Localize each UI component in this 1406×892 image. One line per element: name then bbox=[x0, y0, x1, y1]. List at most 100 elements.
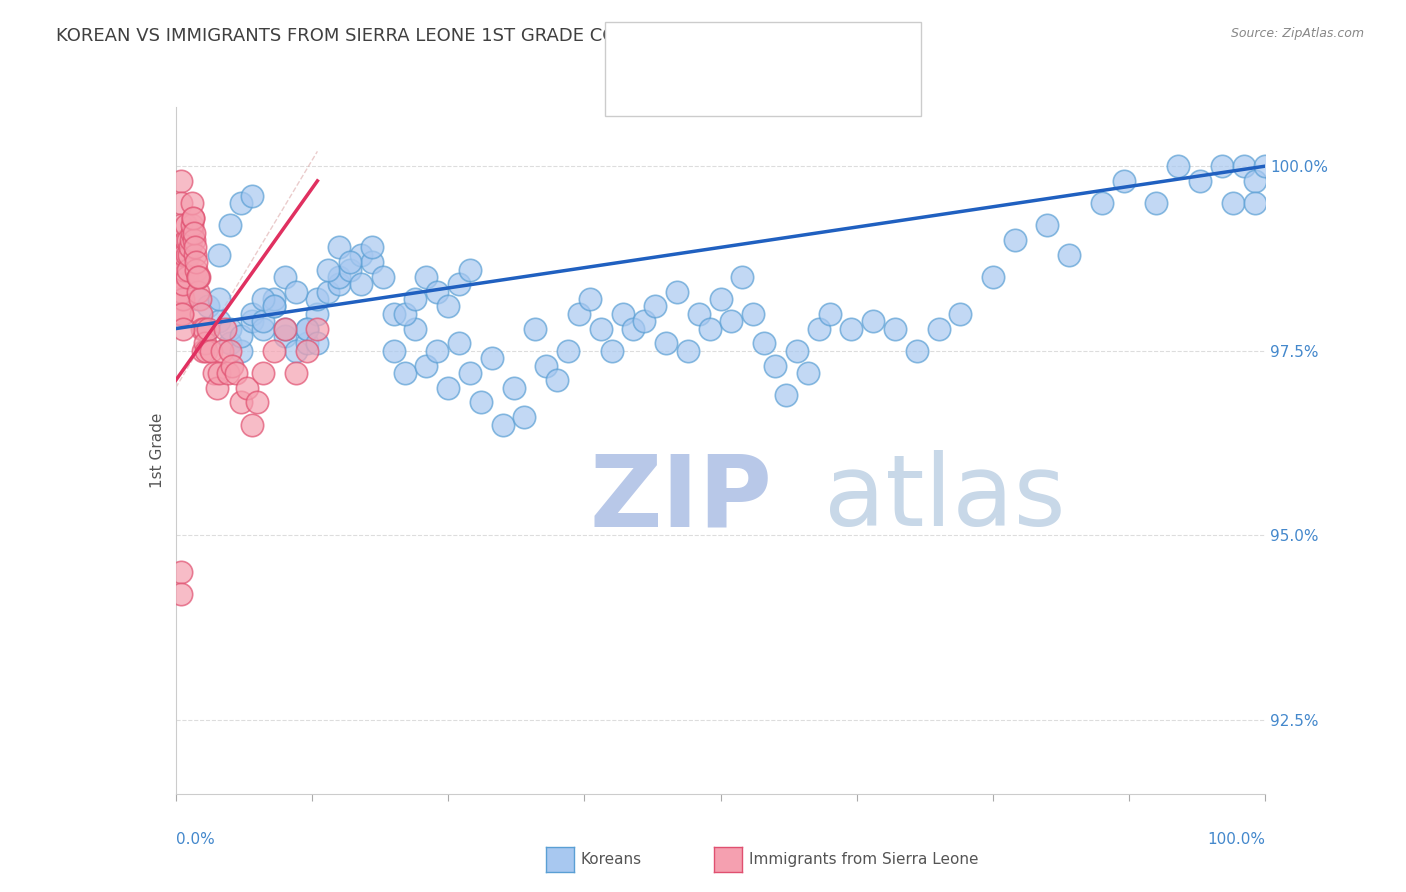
Point bbox=[263, 300, 285, 314]
Point bbox=[180, 233, 202, 247]
Point bbox=[219, 218, 242, 232]
Point bbox=[458, 366, 481, 380]
Text: atlas: atlas bbox=[824, 450, 1066, 547]
Point bbox=[179, 240, 201, 254]
Point bbox=[568, 307, 591, 321]
Point bbox=[437, 300, 460, 314]
Point bbox=[382, 343, 405, 358]
Point bbox=[818, 307, 841, 321]
Point bbox=[307, 307, 329, 321]
Point bbox=[246, 395, 269, 409]
Point bbox=[470, 395, 492, 409]
Point bbox=[1091, 196, 1114, 211]
Point bbox=[1189, 174, 1212, 188]
Point bbox=[177, 262, 200, 277]
Point bbox=[252, 366, 274, 380]
Point bbox=[188, 292, 211, 306]
Point bbox=[676, 343, 699, 358]
Point bbox=[173, 248, 195, 262]
Point bbox=[252, 314, 274, 328]
Point bbox=[447, 277, 470, 292]
Point bbox=[841, 321, 863, 335]
Point bbox=[447, 336, 470, 351]
Point bbox=[240, 314, 263, 328]
Point bbox=[184, 240, 207, 254]
Point bbox=[181, 226, 204, 240]
Point bbox=[221, 359, 243, 373]
Point bbox=[181, 211, 204, 225]
Point bbox=[274, 269, 297, 284]
Point bbox=[231, 329, 253, 343]
Point bbox=[170, 292, 193, 306]
Point bbox=[170, 196, 193, 211]
Point bbox=[481, 351, 503, 366]
Text: R =  0.170   N = 70: R = 0.170 N = 70 bbox=[662, 78, 838, 95]
Point bbox=[177, 233, 200, 247]
Point bbox=[426, 285, 449, 299]
Point bbox=[252, 321, 274, 335]
Point bbox=[174, 233, 197, 247]
Point bbox=[928, 321, 950, 335]
Point bbox=[263, 300, 285, 314]
Point bbox=[197, 300, 219, 314]
Point bbox=[263, 292, 285, 306]
Point bbox=[195, 343, 218, 358]
Point bbox=[211, 343, 233, 358]
Point bbox=[600, 343, 623, 358]
Point bbox=[183, 233, 205, 247]
Point bbox=[197, 321, 219, 335]
Point bbox=[173, 262, 195, 277]
Point bbox=[339, 262, 361, 277]
Point bbox=[318, 262, 340, 277]
Point bbox=[1144, 196, 1167, 211]
Point bbox=[284, 343, 307, 358]
Point bbox=[307, 292, 329, 306]
Point bbox=[415, 269, 437, 284]
Point bbox=[1243, 196, 1265, 211]
Point bbox=[172, 292, 194, 306]
Point bbox=[655, 336, 678, 351]
Point bbox=[458, 262, 481, 277]
Point bbox=[328, 240, 350, 254]
Point bbox=[328, 277, 350, 292]
Point bbox=[775, 388, 797, 402]
Point bbox=[181, 218, 204, 232]
Point bbox=[214, 321, 236, 335]
Point bbox=[217, 366, 239, 380]
Point bbox=[1211, 159, 1233, 173]
Point bbox=[219, 321, 242, 335]
Point bbox=[193, 321, 215, 335]
Point bbox=[754, 336, 776, 351]
Point bbox=[318, 285, 340, 299]
Point bbox=[197, 321, 219, 335]
Point bbox=[191, 321, 214, 335]
Point bbox=[579, 292, 602, 306]
Point bbox=[263, 343, 285, 358]
Text: 0.0%: 0.0% bbox=[176, 831, 215, 847]
Point bbox=[1222, 196, 1244, 211]
Point bbox=[633, 314, 655, 328]
Point bbox=[186, 269, 209, 284]
Point bbox=[219, 343, 242, 358]
Point bbox=[170, 248, 193, 262]
Point bbox=[186, 285, 209, 299]
Point bbox=[426, 343, 449, 358]
Point bbox=[174, 218, 197, 232]
Point bbox=[202, 366, 225, 380]
Point bbox=[172, 285, 194, 299]
Point bbox=[949, 307, 972, 321]
Point bbox=[1004, 233, 1026, 247]
Point bbox=[181, 196, 204, 211]
Point bbox=[176, 248, 198, 262]
Point bbox=[252, 292, 274, 306]
Point bbox=[371, 269, 394, 284]
Point bbox=[225, 366, 247, 380]
Point bbox=[415, 359, 437, 373]
Point bbox=[295, 343, 318, 358]
Point bbox=[205, 381, 228, 395]
Point bbox=[235, 381, 257, 395]
Point bbox=[382, 307, 405, 321]
Point bbox=[786, 343, 808, 358]
Point bbox=[231, 343, 253, 358]
Point bbox=[170, 307, 193, 321]
